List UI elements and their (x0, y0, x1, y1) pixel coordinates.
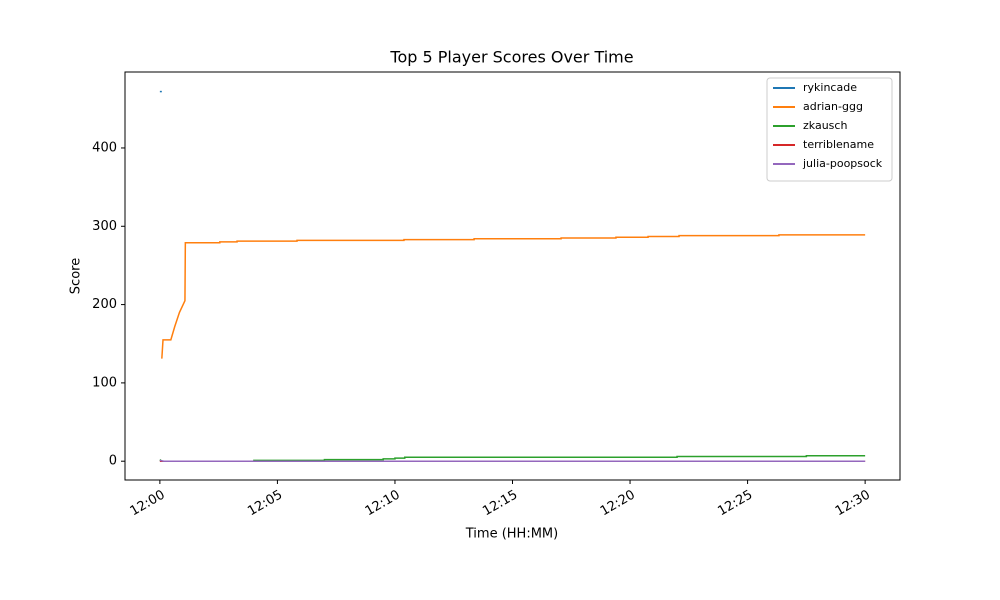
y-tick-label: 200 (92, 297, 117, 312)
legend-box (766, 77, 893, 182)
legend-label: julia-poopsock (802, 157, 883, 170)
x-tick-label: 12:15 (480, 488, 520, 520)
y-tick-label: 400 (92, 140, 117, 155)
chart-title: Top 5 Player Scores Over Time (389, 48, 633, 67)
y-tick-label: 100 (92, 375, 117, 390)
x-tick-label: 12:25 (715, 488, 755, 520)
x-tick-label: 12:10 (363, 488, 403, 520)
series-line (159, 459, 866, 462)
legend: rykincade adrian-ggg zkausch terriblename ju… (766, 77, 893, 182)
legend-label: adrian-ggg (803, 100, 863, 113)
x-tick-label: 12:00 (128, 488, 168, 520)
legend-label: zkausch (803, 119, 847, 132)
y-tick-label: 300 (92, 219, 117, 234)
x-tick-label: 12:20 (598, 488, 638, 520)
legend-label: rykincade (803, 81, 857, 94)
plot-frame (124, 71, 901, 481)
x-tick-label: 12:30 (833, 488, 873, 520)
y-tick-label: 0 (109, 454, 117, 469)
x-axis-label: Time (HH:MM) (465, 527, 558, 542)
series-line (161, 234, 866, 359)
y-axis-label: Score (69, 258, 84, 294)
x-tick-label: 12:05 (245, 488, 285, 520)
series-line (159, 454, 866, 462)
legend-label: terriblename (803, 138, 874, 151)
